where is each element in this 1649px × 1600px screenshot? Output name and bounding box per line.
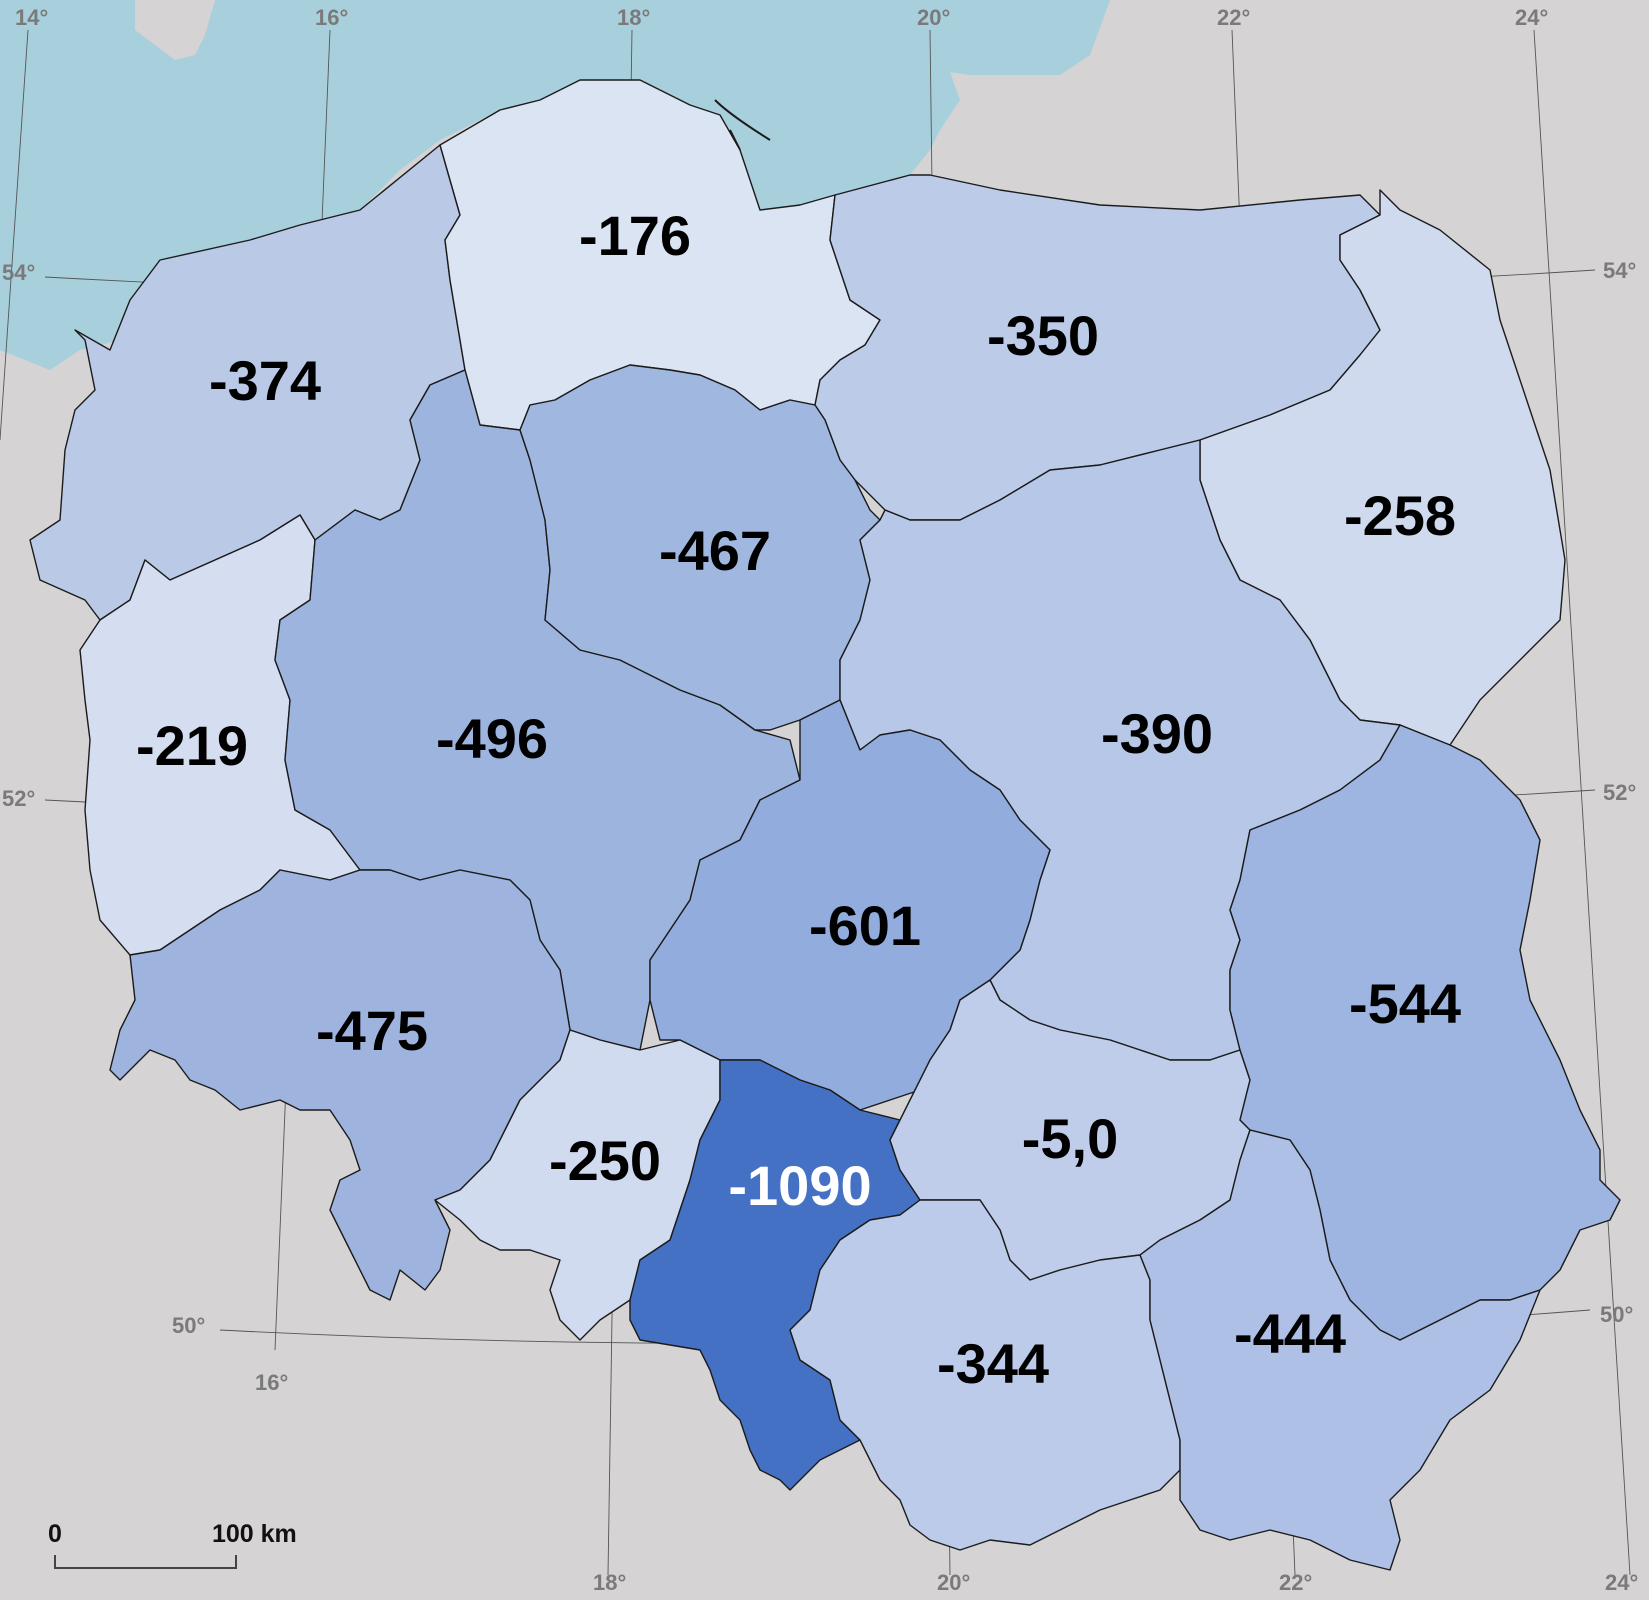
region-podkarpackie[interactable]: [1139, 1129, 1541, 1571]
lon-label-bottom-16: 16°: [255, 1370, 288, 1395]
scale-bar-end-label: 100 km: [212, 1520, 297, 1548]
baltic-sea: [0, 0, 1110, 370]
value-label-zachodniopomorskie: -374: [209, 349, 321, 412]
lat-label-right-52: 52°: [1603, 780, 1636, 805]
lat-label-right-50: 50°: [1600, 1302, 1633, 1327]
region-dolnoslaskie[interactable]: [109, 869, 571, 1301]
lon-label-top-16: 16°: [315, 5, 348, 30]
scale-bar-start-label: 0: [48, 1520, 62, 1548]
lon-label-top-22: 22°: [1217, 5, 1250, 30]
region-value-labels: -374 -176 -350 -258 -219 -496 -467 -390 …: [136, 204, 1461, 1395]
graticule-labels: 14° 16° 18° 20° 22° 24° 16° 18° 20° 22° …: [2, 5, 1638, 1595]
value-label-wielkopolskie: -496: [436, 707, 548, 770]
value-label-slaskie: -1090: [728, 1154, 871, 1217]
scale-bar-line: [54, 1555, 237, 1569]
lon-label-bottom-24: 24°: [1605, 1570, 1638, 1595]
region-malopolskie[interactable]: [789, 1199, 1181, 1551]
lat-label-right-54: 54°: [1603, 258, 1636, 283]
lon-label-top-14: 14°: [15, 5, 48, 30]
voivodeships: [29, 79, 1621, 1571]
value-label-lubelskie: -544: [1349, 972, 1461, 1035]
lon-label-top-18: 18°: [617, 5, 650, 30]
value-label-lodzkie: -601: [809, 894, 921, 957]
lat-label-left-50: 50°: [172, 1313, 205, 1338]
bornholm-island: [135, 0, 215, 60]
value-label-warminsko-mazurskie: -350: [987, 304, 1099, 367]
value-label-podkarpackie: -444: [1234, 1302, 1346, 1365]
value-label-pomorskie: -176: [579, 204, 691, 267]
value-label-malopolskie: -344: [937, 1332, 1049, 1395]
value-label-podlaskie: -258: [1344, 484, 1456, 547]
value-label-swietokrzyskie: -5,0: [1022, 1107, 1119, 1170]
value-label-lubuskie: -219: [136, 714, 248, 777]
value-label-kujawsko-pomorskie: -467: [659, 519, 771, 582]
value-label-mazowieckie: -390: [1101, 702, 1213, 765]
region-opolskie[interactable]: [434, 1029, 721, 1341]
value-label-opolskie: -250: [549, 1129, 661, 1192]
lon-label-bottom-22: 22°: [1279, 1570, 1312, 1595]
lon-label-top-20: 20°: [917, 5, 950, 30]
lon-label-bottom-20: 20°: [937, 1570, 970, 1595]
lat-label-left-54: 54°: [2, 260, 35, 285]
scale-bar: 0 100 km: [48, 1520, 297, 1569]
lat-label-left-52: 52°: [2, 786, 35, 811]
lon-label-top-24: 24°: [1515, 5, 1548, 30]
lon-label-bottom-18: 18°: [593, 1570, 626, 1595]
value-label-dolnoslaskie: -475: [316, 999, 428, 1062]
